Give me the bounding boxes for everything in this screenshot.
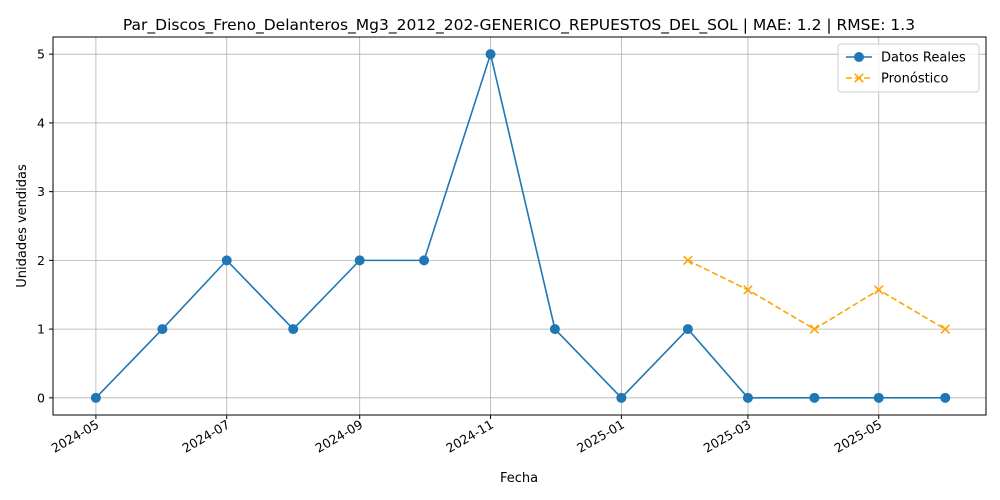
- x-tick-label: 2025-03: [701, 417, 754, 456]
- x-tick-label: 2025-05: [832, 417, 885, 456]
- legend-label: Pronóstico: [881, 72, 948, 87]
- data-point: [485, 49, 496, 60]
- y-tick-label: 4: [37, 115, 45, 130]
- plot-area-frame: [52, 36, 987, 416]
- x-axis-label: Fecha: [500, 471, 538, 486]
- x-tick-label: 2024-11: [443, 417, 496, 456]
- legend-box: [837, 43, 980, 93]
- data-point: [742, 392, 753, 403]
- data-point: [90, 392, 101, 403]
- series-line: [95, 51, 946, 399]
- data-point: [873, 285, 884, 295]
- legend-marker: [854, 52, 864, 62]
- data-point: [683, 255, 693, 266]
- x-tick-label: 2024-07: [179, 417, 232, 456]
- data-point: [221, 255, 232, 266]
- data-point: [940, 392, 951, 403]
- y-tick-label: 1: [37, 322, 45, 337]
- grid: [53, 37, 986, 415]
- chart-title: Par_Discos_Freno_Delanteros_Mg3_2012_202…: [123, 16, 915, 35]
- data-point: [743, 285, 753, 295]
- series-datos-reales: [90, 49, 951, 403]
- legend-label: Datos Reales: [881, 51, 966, 66]
- series-pronostico: [683, 255, 951, 334]
- x-tick-label: 2025-01: [574, 417, 627, 456]
- y-tick-label: 2: [37, 253, 45, 268]
- axis-ticks: 0 1 2 3 4 5 2024-05 2024-07 2024-09 2024-11 2025-0…: [37, 47, 884, 456]
- y-axis-label: Unidades vendidas: [15, 164, 30, 288]
- data-point: [682, 324, 693, 335]
- legend-marker: [854, 73, 864, 83]
- data-point: [809, 392, 820, 403]
- y-tick-label: 5: [37, 47, 45, 62]
- data-point: [809, 324, 820, 334]
- data-point: [616, 392, 627, 403]
- data-point: [940, 324, 951, 334]
- plot-series: [90, 49, 951, 403]
- data-point: [354, 255, 365, 266]
- x-tick-label: 2024-05: [49, 417, 102, 456]
- data-point: [419, 255, 430, 266]
- x-tick-label: 2024-09: [312, 417, 365, 456]
- y-tick-label: 0: [37, 390, 45, 405]
- data-point: [157, 324, 168, 335]
- series-line: [687, 259, 946, 331]
- data-point: [288, 324, 299, 335]
- y-tick-label: 3: [37, 184, 45, 199]
- data-point: [549, 324, 560, 335]
- data-point: [873, 392, 884, 403]
- legend: Datos Reales Pronóstico: [837, 43, 980, 93]
